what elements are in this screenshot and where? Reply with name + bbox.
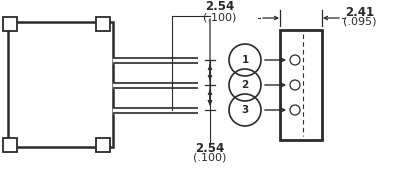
Text: (.100): (.100) [203, 12, 237, 22]
Text: 3: 3 [241, 105, 249, 115]
Bar [3, 138, 17, 152]
Text: (.100): (.100) [193, 153, 227, 163]
Text: 2.54: 2.54 [195, 141, 225, 155]
Bar [96, 138, 110, 152]
Bar [280, 30, 322, 140]
Bar [96, 17, 110, 31]
Text: (.095): (.095) [343, 17, 377, 27]
Bar [8, 22, 113, 147]
Text: 2.41: 2.41 [346, 5, 374, 19]
Text: 2.54: 2.54 [205, 1, 235, 13]
Text: 1: 1 [241, 55, 249, 65]
Text: 2: 2 [241, 80, 249, 90]
Bar [3, 17, 17, 31]
